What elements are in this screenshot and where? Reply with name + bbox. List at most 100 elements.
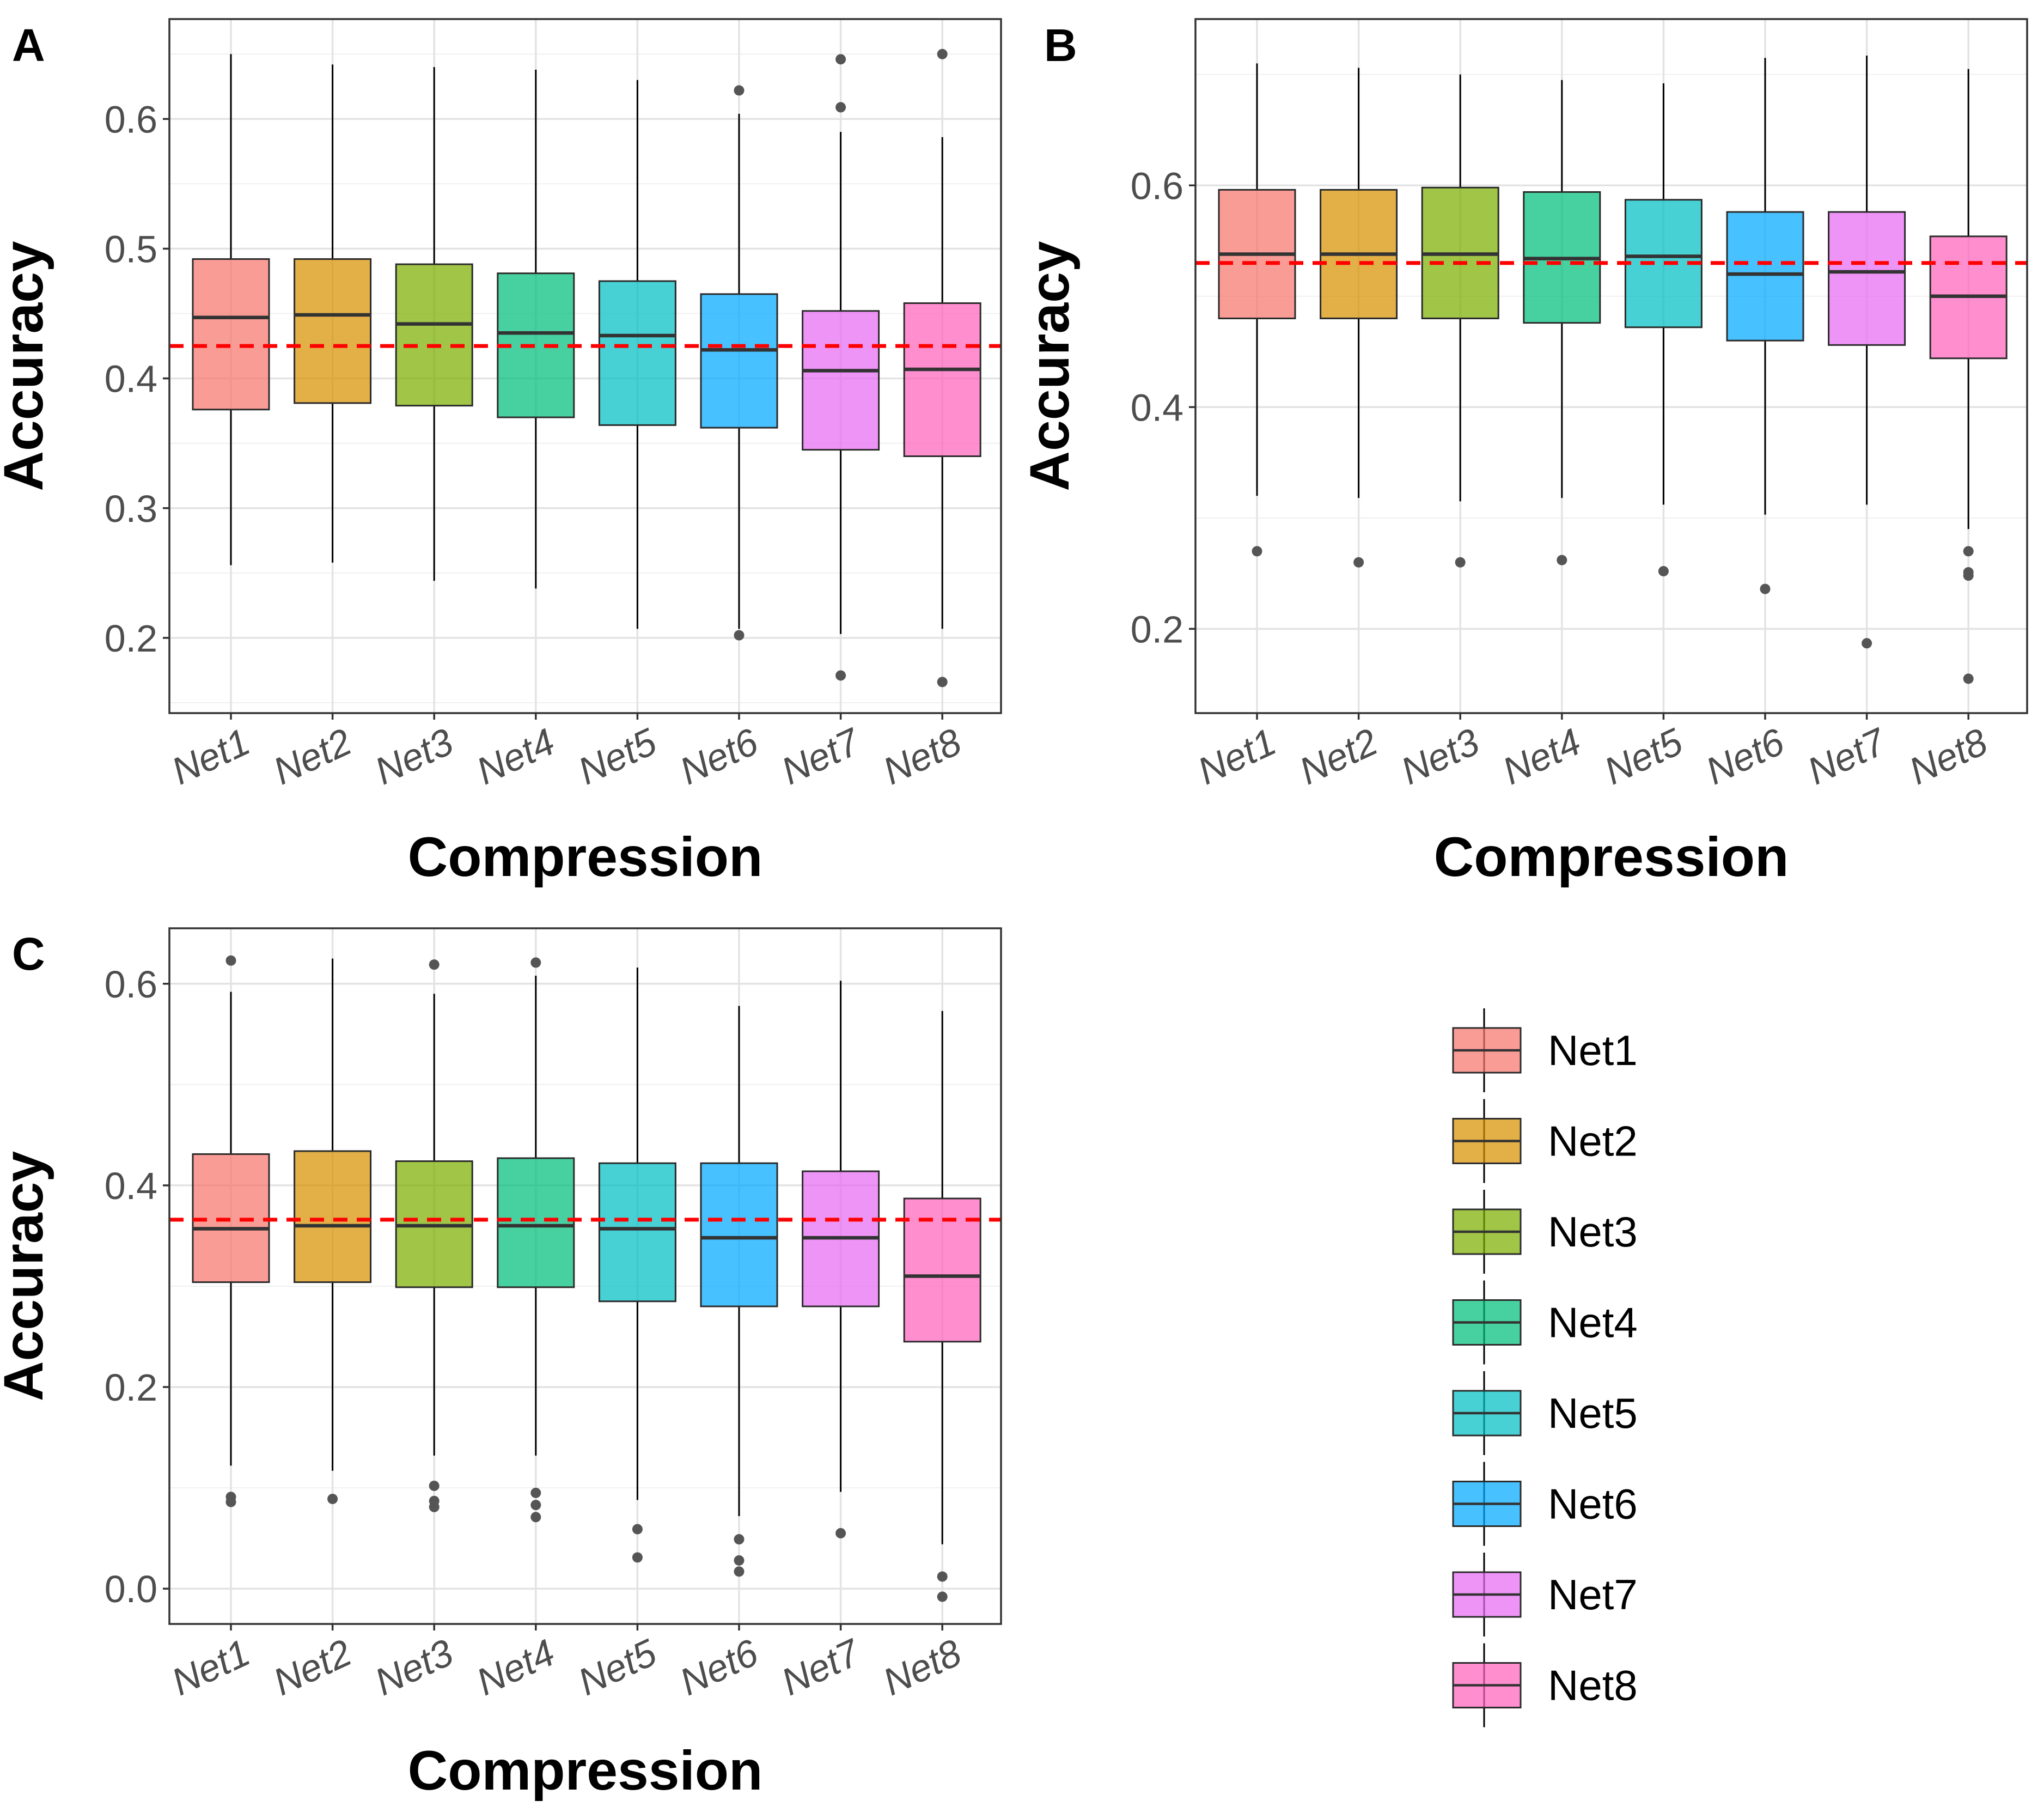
legend-item-net2: Net2 [1452,1099,1638,1183]
y-tick-label: 0.2 [1131,608,1183,650]
outlier-point [1455,557,1466,568]
legend-label: Net4 [1548,1299,1638,1347]
panel-border [168,927,1002,1625]
box-iqr [598,280,676,426]
legend-label: Net8 [1548,1662,1638,1709]
panel-tag: A [12,20,45,71]
y-tick-label: 0.2 [105,617,157,660]
outlier-point [1760,583,1771,594]
outlier-point [1963,673,1974,684]
y-axis-title: Accuracy [0,1151,54,1402]
box-iqr [395,263,473,407]
legend-item-net4: Net4 [1452,1280,1638,1365]
legend-label: Net1 [1548,1026,1638,1074]
outlier-point [835,1528,846,1538]
box-net7 [802,54,880,681]
box-iqr [294,258,372,404]
legend-item-net6: Net6 [1452,1462,1638,1546]
box-net3 [395,67,473,581]
outlier-point [1862,638,1872,649]
panel-border [168,18,1002,714]
y-tick-label: 0.4 [1131,386,1183,429]
box-net5 [598,80,676,629]
y-axis-title: Accuracy [0,241,54,491]
outlier-point [530,1487,541,1498]
outlier-point [835,54,846,65]
box-net8 [903,1011,981,1602]
box-iqr [1828,211,1906,346]
outlier-point [1963,546,1974,557]
box-iqr [903,302,981,458]
outlier-point [937,677,948,688]
boxes [1218,56,2008,684]
outlier-point [734,1534,745,1545]
y-tick-label: 0.6 [105,98,157,141]
box-net2 [1320,68,1398,568]
outlier-point [937,48,948,59]
legend-item-net5: Net5 [1452,1371,1638,1455]
outlier-point [1252,546,1262,557]
box-net5 [598,968,676,1563]
y-tick-label: 0.5 [105,228,157,270]
box-iqr [1726,211,1804,342]
x-axis-title: Compression [1434,826,1789,888]
box-iqr [700,1162,778,1307]
boxes [192,955,981,1602]
y-axis: 0.2 0.3 0.4 0.5 0.6 [105,98,169,660]
outlier-point [734,630,745,641]
legend: Net1 Net2 Net3 Net4 Net5 Net6 Net7 Net8 [1452,1008,1638,1727]
legend-item-net3: Net3 [1452,1190,1638,1274]
box-iqr [903,1197,981,1343]
box-iqr [192,258,270,411]
outlier-point [225,1496,236,1507]
outlier-point [734,1566,745,1577]
box-net4 [497,957,575,1523]
legend-item-net7: Net7 [1452,1553,1638,1636]
outlier-point [1353,557,1364,568]
box-net4 [1523,80,1601,565]
panel-tag: C [12,928,45,979]
plot-area [1195,19,2027,713]
y-tick-label: 0.0 [105,1568,157,1610]
box-net3 [1421,74,1499,568]
outlier-point [632,1552,643,1563]
outlier-point [429,959,440,970]
panel-tag: B [1044,20,1077,71]
box-net7 [1828,56,1906,649]
legend-label: Net7 [1548,1571,1638,1619]
outlier-point [835,670,846,681]
outlier-point [937,1571,948,1582]
outlier-point [429,1501,440,1512]
box-net8 [1929,69,2008,684]
legend-label: Net6 [1548,1480,1638,1528]
box-net1 [192,54,270,565]
outlier-point [327,1494,338,1505]
y-tick-label: 0.6 [105,963,157,1006]
box-net2 [294,958,372,1505]
y-axis: 0.2 0.4 0.6 [1131,165,1195,650]
box-iqr [598,1162,676,1303]
y-tick-label: 0.6 [1131,165,1183,207]
legend-label: Net3 [1548,1208,1638,1256]
y-axis: 0.0 0.2 0.4 0.6 [105,963,169,1610]
box-iqr [802,310,880,451]
y-tick-label: 0.4 [105,358,157,400]
x-axis-title: Compression [408,826,763,888]
outlier-point [429,1480,440,1491]
box-net2 [294,64,372,563]
box-iqr [497,1157,575,1288]
outlier-point [1658,566,1669,577]
outlier-point [835,102,846,113]
y-tick-label: 0.3 [105,488,157,530]
outlier-point [734,85,745,96]
outlier-point [530,1500,541,1511]
box-net7 [802,981,880,1538]
x-axis-title: Compression [408,1739,763,1802]
box-net8 [903,48,981,688]
legend-item-net8: Net8 [1452,1643,1638,1727]
y-axis-title: Accuracy [1018,241,1081,491]
panel-border [1194,18,2028,714]
y-tick-label: 0.4 [105,1165,157,1207]
outlier-point [1963,570,1974,581]
